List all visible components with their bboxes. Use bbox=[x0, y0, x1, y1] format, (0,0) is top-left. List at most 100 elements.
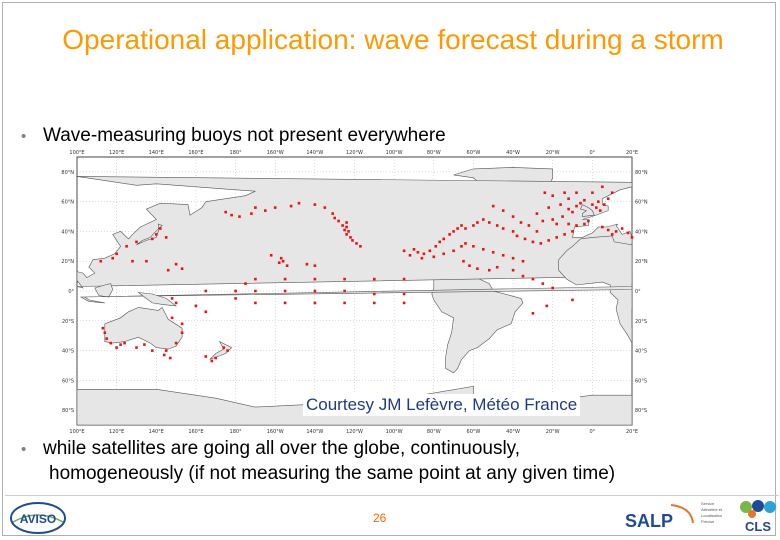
buoy-marker bbox=[511, 268, 515, 272]
buoy-marker bbox=[464, 242, 467, 245]
bullet-icon: • bbox=[21, 441, 27, 458]
buoy-marker bbox=[551, 194, 554, 197]
buoy-marker bbox=[402, 249, 406, 253]
buoy-marker bbox=[460, 245, 463, 248]
buoy-marker bbox=[168, 356, 172, 360]
buoy-marker bbox=[527, 224, 531, 227]
buoy-marker bbox=[575, 191, 578, 194]
bullet-text-line2: homogeneously (if not measuring the same… bbox=[49, 463, 616, 484]
top-lon-label: 100°W bbox=[386, 150, 403, 156]
buoy-marker bbox=[269, 254, 273, 257]
buoy-marker bbox=[412, 248, 416, 251]
buoy-marker bbox=[595, 206, 598, 209]
buoy-marker bbox=[170, 316, 174, 320]
right-lat-label: 20°N bbox=[635, 259, 648, 265]
buoy-marker bbox=[204, 355, 208, 358]
buoy-marker bbox=[347, 230, 350, 233]
top-lon-label: 120°E bbox=[109, 150, 124, 156]
buoy-marker bbox=[551, 286, 554, 290]
buoy-marker bbox=[105, 337, 108, 340]
bullet-item-buoys: • Wave-measuring buoys not present everyw… bbox=[21, 124, 446, 149]
buoy-marker bbox=[254, 301, 257, 305]
buoy-marker bbox=[289, 204, 293, 208]
buoy-marker bbox=[468, 264, 471, 267]
buoy-marker bbox=[313, 264, 317, 267]
buoy-marker bbox=[567, 197, 570, 200]
buoy-marker bbox=[563, 191, 566, 194]
top-lon-label: 160°E bbox=[188, 150, 203, 156]
buoy-marker bbox=[583, 222, 586, 226]
buoy-marker bbox=[420, 256, 424, 260]
buoy-marker bbox=[501, 227, 505, 230]
buoy-marker bbox=[491, 204, 495, 208]
buoy-marker bbox=[283, 277, 287, 281]
landmass-uk bbox=[580, 204, 595, 217]
buoy-marker bbox=[283, 301, 287, 305]
buoy-marker bbox=[531, 277, 535, 281]
buoy-marker bbox=[125, 245, 128, 248]
buoy-marker bbox=[204, 310, 208, 314]
buoy-marker bbox=[591, 203, 594, 206]
top-lon-label: 100°E bbox=[69, 150, 84, 156]
buoy-marker bbox=[482, 218, 485, 221]
buoy-marker bbox=[567, 207, 570, 211]
landmass-indonesia-borneo bbox=[94, 283, 114, 298]
top-lon-label: 140°E bbox=[149, 150, 164, 156]
bottom-lon-label: 180° bbox=[230, 429, 243, 433]
left-lat-label: 40°S bbox=[62, 349, 74, 355]
buoy-marker bbox=[521, 259, 525, 263]
buoy-marker bbox=[135, 240, 138, 244]
buoy-marker bbox=[472, 224, 475, 227]
buoy-marker bbox=[606, 228, 610, 232]
top-lon-label: 40°W bbox=[506, 150, 520, 156]
buoy-marker bbox=[442, 252, 445, 256]
page-number: 26 bbox=[373, 511, 387, 525]
buoy-marker bbox=[343, 301, 346, 305]
buoy-marker bbox=[482, 248, 485, 251]
buoy-marker bbox=[313, 301, 317, 305]
buoy-marker bbox=[452, 230, 455, 233]
buoy-marker bbox=[591, 191, 594, 194]
world-map-figure: 100°E 120°E 140°E 160°E 180° 160°W 140°W 120°W 1… bbox=[61, 150, 647, 433]
buoy-marker bbox=[523, 237, 527, 241]
right-lat-label: 60°S bbox=[635, 378, 647, 384]
bottom-lon-label: 20°E bbox=[626, 429, 638, 433]
buoy-marker bbox=[428, 249, 432, 253]
buoy-marker bbox=[515, 234, 519, 238]
buoy-marker bbox=[343, 277, 346, 281]
buoy-marker bbox=[222, 346, 225, 349]
buoy-marker bbox=[620, 227, 624, 230]
buoy-marker bbox=[164, 349, 168, 352]
buoy-marker bbox=[531, 312, 535, 315]
buoy-marker bbox=[214, 356, 217, 360]
buoy-marker bbox=[254, 206, 257, 209]
buoy-marker bbox=[456, 227, 459, 230]
buoy-marker bbox=[355, 242, 358, 245]
buoy-marker bbox=[448, 233, 451, 236]
left-lat-label: 40°N bbox=[61, 229, 74, 235]
buoy-marker bbox=[432, 255, 436, 259]
buoy-marker bbox=[174, 341, 178, 345]
courtesy-caption: Courtesy JM Lefèvre, Météo France bbox=[303, 394, 581, 416]
right-lat-label: 80°S bbox=[635, 408, 647, 414]
buoy-marker bbox=[345, 233, 348, 236]
top-lon-label: 60°W bbox=[467, 150, 481, 156]
buoy-marker bbox=[323, 206, 327, 209]
map-coordinate-labels: 100°E 120°E 140°E 160°E 180° 160°W 140°W 120°W 1… bbox=[61, 150, 647, 433]
buoy-marker bbox=[313, 277, 317, 281]
buoy-marker bbox=[462, 259, 465, 263]
bottom-lon-label: 100°W bbox=[386, 429, 403, 433]
buoy-marker bbox=[164, 236, 168, 239]
buoy-marker bbox=[416, 251, 420, 254]
bottom-lon-label: 160°E bbox=[188, 429, 203, 433]
bottom-lon-label: 100°E bbox=[69, 429, 84, 433]
buoy-marker bbox=[610, 191, 614, 194]
buoy-marker bbox=[511, 215, 515, 218]
buoy-marker bbox=[180, 322, 184, 326]
right-lat-label: 20°S bbox=[635, 319, 647, 325]
buoy-markers bbox=[99, 185, 634, 363]
buoy-marker bbox=[313, 289, 317, 293]
buoy-marker bbox=[402, 277, 406, 281]
buoy-marker bbox=[464, 227, 467, 230]
